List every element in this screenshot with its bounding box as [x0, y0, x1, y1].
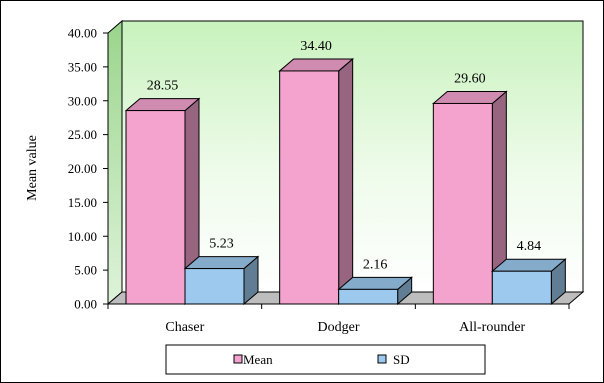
bars-group: 28.55 5.23 34.40 2.16 29.60 4.84: [124, 39, 567, 306]
plot-side-wall: [107, 19, 123, 306]
legend-swatch-sd: [377, 354, 387, 364]
bar-front: [125, 110, 186, 305]
y-tick-label: 35.00: [68, 59, 97, 74]
y-tick-label: 30.00: [68, 93, 97, 108]
y-tick-label: 5.00: [74, 263, 97, 278]
mean-bar-chaser: [124, 97, 201, 306]
data-label: 29.60: [454, 71, 486, 86]
bar-front: [338, 288, 399, 305]
x-tick-label: All-rounder: [459, 320, 525, 335]
y-tick-label: 25.00: [68, 127, 97, 142]
data-label: 28.55: [147, 79, 179, 94]
data-label: 2.16: [363, 257, 388, 272]
y-tick-label: 20.00: [68, 161, 97, 176]
y-axis-label: Mean value: [25, 135, 40, 201]
bar-front: [184, 268, 245, 305]
legend: Mean SD: [165, 344, 486, 375]
legend-swatch-mean: [233, 354, 243, 364]
mean-bar-all-rounder: [431, 90, 508, 306]
x-tick-label: Dodger: [318, 320, 360, 335]
mean-bar-dodger: [278, 57, 355, 306]
bar-front: [491, 270, 552, 305]
y-tick-label: 40.00: [68, 26, 97, 41]
legend-box: [165, 344, 486, 375]
legend-label-sd: SD: [393, 352, 410, 367]
bar-front: [432, 102, 493, 305]
legend-label-mean: Mean: [243, 352, 273, 367]
y-axis: 0.00 5.00 10.00 15.00 20.00 25.00 30.00 35.00 40…: [68, 26, 109, 312]
sd-bar-dodger: [337, 276, 414, 306]
data-label: 34.40: [300, 39, 332, 54]
x-axis: Chaser Dodger All-rounder: [107, 303, 570, 335]
sd-bar-all-rounder: [490, 258, 567, 306]
x-tick-label: Chaser: [165, 320, 204, 335]
data-label: 5.23: [209, 237, 234, 252]
sd-bar-chaser: [183, 255, 260, 306]
y-tick-label: 0.00: [74, 297, 97, 312]
y-tick-label: 10.00: [68, 229, 97, 244]
data-label: 4.84: [517, 239, 542, 254]
y-tick-label: 15.00: [68, 195, 97, 210]
bar-front: [279, 70, 340, 305]
bar-side: [338, 57, 354, 306]
